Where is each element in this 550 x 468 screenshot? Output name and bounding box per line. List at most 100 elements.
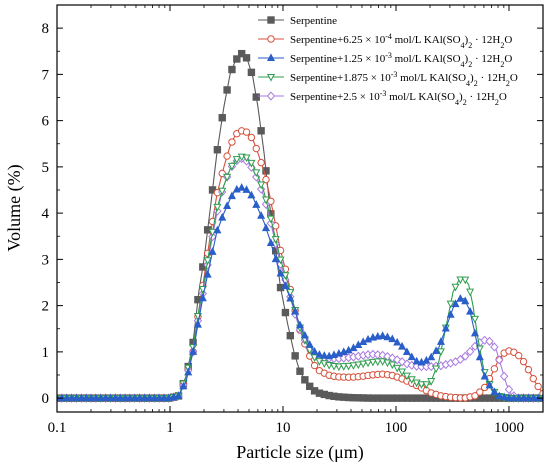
data-point-marker xyxy=(116,393,125,402)
data-point-marker xyxy=(500,392,509,401)
data-point-marker xyxy=(242,154,251,163)
data-point-marker xyxy=(446,300,455,309)
data-point-marker xyxy=(524,365,533,374)
data-point-marker xyxy=(529,393,538,402)
series-line xyxy=(57,130,543,399)
data-point-marker xyxy=(227,162,236,171)
series-3 xyxy=(57,153,543,403)
y-tick-label: 3 xyxy=(42,252,50,268)
data-point-marker xyxy=(378,331,387,339)
data-point-marker xyxy=(227,191,236,200)
x-axis-title: Particle size (μm) xyxy=(236,442,364,463)
y-tick-label: 8 xyxy=(42,21,50,37)
data-point-marker xyxy=(305,340,314,348)
data-point-marker xyxy=(300,330,309,339)
data-point-marker xyxy=(514,393,523,402)
legend-label: Serpentine+2.5 × 10-3 mol/L KAl(SO4)2 · … xyxy=(290,89,507,107)
data-point-marker xyxy=(286,331,294,340)
data-point-marker xyxy=(354,361,363,370)
data-point-marker xyxy=(490,342,499,352)
data-point-marker xyxy=(451,283,460,292)
legend: Serpentine Serpentine+6.25 × 10-4 mol/L K… xyxy=(258,15,518,107)
data-point-marker xyxy=(267,197,275,205)
data-point-marker xyxy=(485,380,494,389)
data-point-marker xyxy=(529,374,537,383)
data-point-marker xyxy=(475,352,484,361)
series-2 xyxy=(57,183,543,402)
data-point-marker xyxy=(427,352,436,361)
data-point-marker xyxy=(432,346,441,355)
data-point-marker xyxy=(213,225,222,234)
data-point-marker xyxy=(266,91,276,101)
data-point-marker xyxy=(140,393,149,402)
data-point-marker xyxy=(306,382,314,391)
data-point-marker xyxy=(456,294,465,302)
x-tick-label: 100 xyxy=(385,420,408,436)
data-point-marker xyxy=(504,393,514,402)
data-point-marker xyxy=(291,352,299,360)
data-point-marker xyxy=(393,337,402,346)
data-point-marker xyxy=(368,358,377,367)
data-point-marker xyxy=(223,173,232,182)
data-point-marker xyxy=(213,203,222,212)
data-point-marker xyxy=(466,307,475,315)
data-point-marker xyxy=(232,156,241,164)
data-point-marker xyxy=(228,138,236,146)
data-point-marker xyxy=(218,212,227,221)
legend-entry: Serpentine+1.875 × 10-3 mol/L KAl(SO4)2 … xyxy=(258,70,518,88)
x-axis: 0.1 1 10 100 1000 xyxy=(48,5,524,436)
x-tick-label: 10 xyxy=(275,420,290,436)
data-point-marker xyxy=(471,392,479,400)
data-point-marker xyxy=(242,54,251,62)
legend-label: Serpentine+1.875 × 10-3 mol/L KAl(SO4)2 … xyxy=(290,70,518,88)
data-point-marker xyxy=(261,196,271,205)
legend-entry: Serpentine+2.5 × 10-3 mol/L KAl(SO4)2 · … xyxy=(258,89,507,107)
legend-entry: Serpentine+6.25 × 10-4 mol/L KAl(SO4)2 ·… xyxy=(258,32,512,50)
data-point-marker xyxy=(252,144,260,153)
data-point-marker xyxy=(223,152,231,160)
data-point-marker xyxy=(534,382,542,391)
data-point-marker xyxy=(296,367,304,375)
data-point-marker xyxy=(72,393,81,402)
data-point-marker xyxy=(504,384,514,395)
series-4 xyxy=(57,154,543,403)
data-point-marker xyxy=(135,393,144,402)
data-point-marker xyxy=(315,350,324,358)
data-point-marker xyxy=(436,348,445,356)
data-point-marker xyxy=(485,336,494,346)
x-tick-label: 1000 xyxy=(494,420,524,436)
data-point-marker xyxy=(310,361,319,370)
data-point-marker xyxy=(510,348,518,356)
data-point-marker xyxy=(515,351,523,360)
data-point-marker xyxy=(121,393,130,402)
data-point-marker xyxy=(261,223,271,232)
data-point-marker xyxy=(398,368,407,377)
data-point-marker xyxy=(252,169,261,177)
data-point-marker xyxy=(82,393,91,402)
data-point-marker xyxy=(349,362,358,370)
data-point-marker xyxy=(461,276,470,285)
data-point-marker xyxy=(262,175,270,184)
data-point-marker xyxy=(223,86,231,94)
data-point-marker xyxy=(499,371,509,381)
data-point-marker xyxy=(125,393,134,402)
data-point-marker xyxy=(228,65,236,74)
y-tick-label: 6 xyxy=(42,114,50,130)
data-point-marker xyxy=(329,363,339,371)
data-point-marker xyxy=(344,362,353,371)
y-axis-title: Volume (%) xyxy=(4,164,25,251)
data-point-marker xyxy=(281,281,290,290)
data-point-marker xyxy=(461,351,470,361)
y-tick-label: 7 xyxy=(42,67,50,83)
data-point-marker xyxy=(320,351,329,359)
series-line xyxy=(57,52,543,399)
data-point-marker xyxy=(247,68,256,77)
data-point-marker xyxy=(62,393,71,402)
y-tick-label: 1 xyxy=(42,345,50,361)
data-point-marker xyxy=(242,185,251,193)
data-point-marker xyxy=(456,276,465,285)
data-point-marker xyxy=(281,308,290,317)
data-point-marker xyxy=(470,315,479,324)
data-point-marker xyxy=(247,190,256,199)
data-point-marker xyxy=(159,393,168,402)
